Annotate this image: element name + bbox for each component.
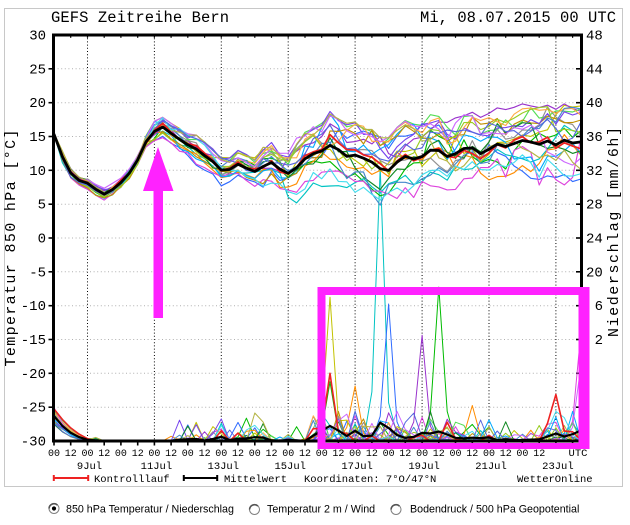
svg-text:Koordinaten: 7°O/47°N: Koordinaten: 7°O/47°N bbox=[304, 474, 436, 486]
svg-text:12: 12 bbox=[332, 449, 344, 460]
svg-text:15Jul: 15Jul bbox=[274, 461, 306, 473]
svg-text:00: 00 bbox=[282, 449, 294, 460]
svg-text:00: 00 bbox=[148, 449, 160, 460]
svg-text:12: 12 bbox=[299, 449, 311, 460]
svg-text:25: 25 bbox=[29, 62, 46, 78]
svg-text:Temperatur 850 hPa [°C]: Temperatur 850 hPa [°C] bbox=[3, 130, 20, 367]
svg-text:00: 00 bbox=[215, 449, 227, 460]
svg-text:00: 00 bbox=[48, 449, 60, 460]
svg-text:36: 36 bbox=[586, 130, 603, 146]
svg-text:GEFS Zeitreihe Bern: GEFS Zeitreihe Bern bbox=[51, 9, 229, 27]
svg-text:Mi, 08.07.2015 00 UTC: Mi, 08.07.2015 00 UTC bbox=[420, 9, 616, 27]
svg-text:28: 28 bbox=[586, 198, 603, 214]
svg-text:00: 00 bbox=[316, 449, 328, 460]
svg-text:15: 15 bbox=[29, 130, 46, 146]
svg-text:00: 00 bbox=[449, 449, 461, 460]
svg-text:2: 2 bbox=[595, 333, 603, 349]
svg-text:12: 12 bbox=[165, 449, 177, 460]
svg-text:24: 24 bbox=[586, 232, 603, 248]
svg-text:Temperatur 2 m / Wind: Temperatur 2 m / Wind bbox=[267, 504, 375, 516]
svg-text:WetterOnline: WetterOnline bbox=[517, 474, 593, 486]
svg-text:00: 00 bbox=[516, 449, 528, 460]
svg-text:5: 5 bbox=[38, 198, 46, 214]
svg-text:-5: -5 bbox=[29, 265, 46, 281]
svg-text:00: 00 bbox=[483, 449, 495, 460]
svg-text:12: 12 bbox=[433, 449, 445, 460]
svg-text:00: 00 bbox=[115, 449, 127, 460]
svg-text:48: 48 bbox=[586, 29, 603, 45]
svg-text:12: 12 bbox=[265, 449, 277, 460]
svg-text:44: 44 bbox=[586, 62, 603, 78]
svg-text:Mittelwert: Mittelwert bbox=[224, 474, 287, 486]
svg-text:12: 12 bbox=[232, 449, 244, 460]
svg-text:20: 20 bbox=[586, 265, 603, 281]
svg-text:Kontrolllauf: Kontrolllauf bbox=[94, 474, 170, 486]
svg-text:11Jul: 11Jul bbox=[141, 461, 173, 473]
svg-text:Bodendruck / 500 hPa Geopotent: Bodendruck / 500 hPa Geopotential bbox=[410, 504, 579, 516]
svg-text:10: 10 bbox=[29, 164, 46, 180]
svg-text:00: 00 bbox=[182, 449, 194, 460]
svg-text:9Jul: 9Jul bbox=[77, 461, 102, 473]
svg-text:UTC: UTC bbox=[569, 448, 588, 460]
svg-text:30: 30 bbox=[29, 29, 46, 45]
svg-text:12: 12 bbox=[98, 449, 110, 460]
svg-text:12: 12 bbox=[466, 449, 478, 460]
svg-text:0: 0 bbox=[38, 232, 46, 248]
svg-text:00: 00 bbox=[416, 449, 428, 460]
svg-text:32: 32 bbox=[586, 164, 603, 180]
svg-text:13Jul: 13Jul bbox=[208, 461, 240, 473]
svg-text:-10: -10 bbox=[21, 299, 46, 315]
svg-text:12: 12 bbox=[500, 449, 512, 460]
svg-text:-15: -15 bbox=[21, 333, 46, 349]
svg-text:20: 20 bbox=[29, 96, 46, 112]
svg-text:12: 12 bbox=[366, 449, 378, 460]
svg-text:17Jul: 17Jul bbox=[341, 461, 373, 473]
svg-text:12: 12 bbox=[132, 449, 144, 460]
svg-text:00: 00 bbox=[383, 449, 395, 460]
svg-text:21Jul: 21Jul bbox=[475, 461, 507, 473]
svg-text:12: 12 bbox=[533, 449, 545, 460]
svg-text:00: 00 bbox=[249, 449, 261, 460]
svg-text:40: 40 bbox=[586, 96, 603, 112]
svg-text:12: 12 bbox=[399, 449, 411, 460]
svg-text:23Jul: 23Jul bbox=[542, 461, 574, 473]
svg-text:-20: -20 bbox=[21, 367, 46, 383]
svg-text:-30: -30 bbox=[21, 435, 46, 451]
svg-text:12: 12 bbox=[199, 449, 211, 460]
svg-text:12: 12 bbox=[65, 449, 77, 460]
svg-text:19Jul: 19Jul bbox=[408, 461, 440, 473]
svg-text:00: 00 bbox=[349, 449, 361, 460]
svg-text:850 hPa Temperatur / Niedersch: 850 hPa Temperatur / Niederschlag bbox=[66, 504, 234, 516]
svg-text:6: 6 bbox=[595, 299, 603, 315]
svg-text:-25: -25 bbox=[21, 401, 46, 417]
svg-text:00: 00 bbox=[81, 449, 93, 460]
